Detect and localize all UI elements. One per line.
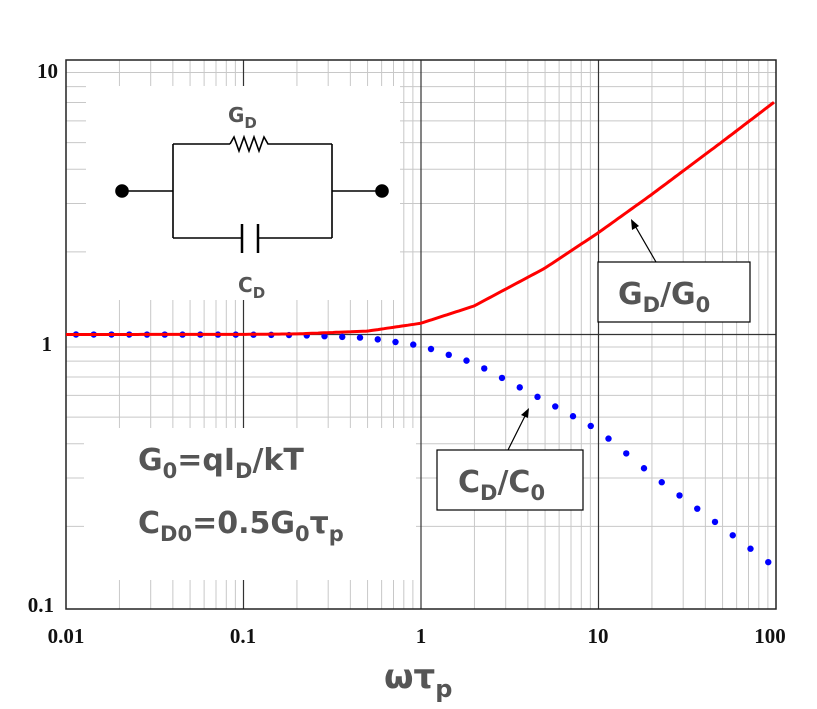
cd-data-point [747, 545, 754, 552]
cd-data-point [356, 334, 364, 341]
cd-data-point [765, 558, 772, 566]
equation-cd0: CD0=0.5G0τp [138, 506, 344, 546]
cd-data-point [552, 403, 559, 410]
cd-data-point [587, 422, 594, 430]
x-axis-label: ωτp [384, 657, 452, 703]
cd-data-point [516, 384, 523, 391]
gd-series-line [66, 101, 775, 336]
cd-data-point [392, 338, 399, 346]
legend-label-gd: GD/G0 [597, 219, 751, 323]
svg-text:GD/G0: GD/G0 [618, 277, 710, 317]
cd-data-point [605, 435, 612, 442]
cd-data-point [534, 393, 541, 401]
x-tick-label: 0.01 [48, 624, 85, 648]
circuit-inset-bg [86, 86, 400, 300]
cd-data-point [339, 333, 346, 341]
x-tick-label: 0.1 [230, 624, 256, 648]
cd-data-point [481, 365, 488, 372]
cd-data-point [569, 413, 577, 420]
cd-data-point [640, 465, 648, 472]
capacitor-icon [240, 224, 260, 253]
curves [65, 100, 777, 566]
resistor-label: GD [228, 103, 257, 132]
cd-data-point [658, 479, 665, 486]
y-tick-label: 1 [42, 332, 53, 356]
cd-data-point [463, 357, 470, 364]
cd-data-point [623, 450, 630, 457]
capacitor-label: CD [238, 273, 265, 302]
cd-data-point [374, 336, 381, 343]
cd-data-point [729, 532, 736, 539]
circuit-wires [122, 143, 382, 239]
x-tick-label: 10 [588, 624, 609, 648]
x-tick-label: 100 [754, 624, 786, 648]
resistor-icon [229, 134, 272, 154]
cd-data-point [321, 332, 328, 340]
equation-box-bg [84, 428, 416, 580]
cd-data-point [676, 492, 683, 499]
cd-data-point [498, 374, 506, 382]
cd-data-point [711, 518, 719, 526]
equation-g0: G0=qID/kT [138, 443, 304, 483]
y-tick-label: 10 [37, 59, 58, 83]
cd-data-point [694, 505, 701, 512]
circuit-diagram [115, 134, 389, 253]
legend-label-cd: CD/C0 [436, 408, 584, 511]
svg-text:CD/C0: CD/C0 [458, 465, 545, 505]
cd-data-point [427, 345, 435, 353]
cd-data-point [445, 351, 452, 359]
y-tick-label: 0.1 [28, 593, 54, 617]
cd-data-point [410, 341, 417, 348]
x-tick-label: 1 [416, 624, 427, 648]
